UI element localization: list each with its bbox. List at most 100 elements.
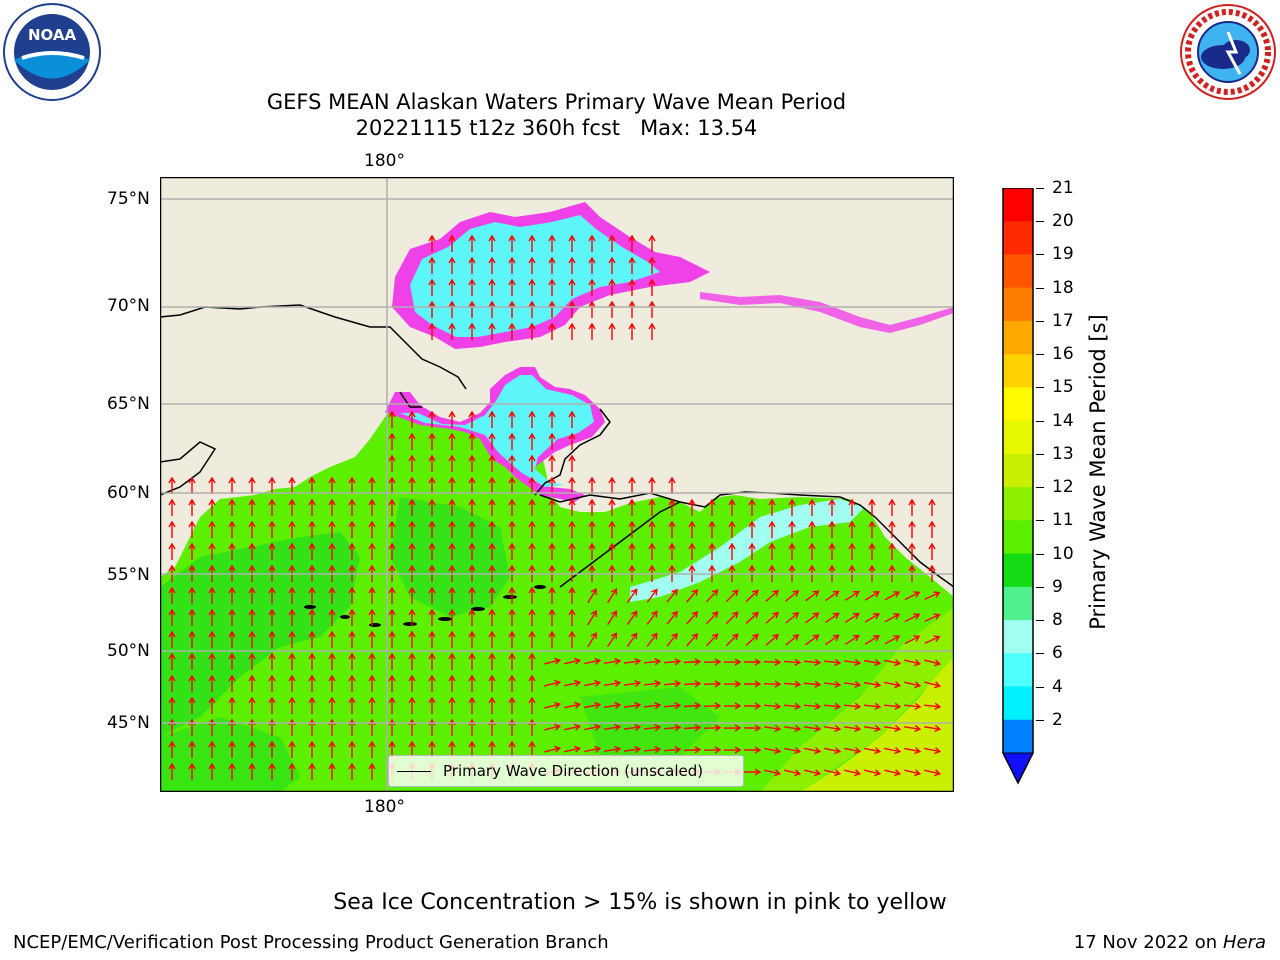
wave-direction-arrow [844,590,860,601]
wave-direction-arrow [608,520,616,538]
wave-direction-arrow [468,454,476,472]
lat-label-45: 45°N [107,713,150,733]
wave-direction-arrow [765,633,780,646]
wave-direction-arrow [663,724,682,732]
wave-direction-arrow [588,234,596,252]
wave-direction-arrow [864,635,881,645]
wave-direction-arrow [208,630,216,648]
wave-direction-arrow [468,630,476,648]
wave-direction-arrow [706,589,719,603]
wave-direction-arrow [268,586,276,604]
lat-label-50: 50°N [107,641,150,661]
wave-direction-arrow [544,679,562,687]
wave-direction-arrow [308,498,316,516]
wave-direction-arrow [864,591,881,601]
wave-direction-arrow [608,234,616,252]
wave-direction-arrow [608,542,616,560]
wave-direction-arrow [884,747,902,755]
wave-direction-arrow [808,520,816,538]
wave-direction-arrow [248,476,256,494]
wave-direction-arrow [805,590,820,602]
wave-direction-arrow [768,542,776,560]
wave-direction-arrow [528,410,536,428]
wave-direction-arrow [308,740,316,758]
wave-direction-arrow [488,696,496,714]
colorbar-segment [1003,520,1033,555]
wave-direction-arrow [924,635,941,644]
wave-direction-arrow [468,278,476,296]
wave-direction-arrow [868,498,876,516]
wave-direction-arrow [488,608,496,626]
wave-direction-arrow [328,652,336,670]
ocean-dark-patch-3 [160,717,300,792]
wave-direction-arrow [648,542,656,560]
sea-ice-core [400,375,594,487]
wave-direction-arrow [668,520,676,538]
wave-direction-arrow [568,300,576,318]
wave-direction-arrow [828,520,836,538]
wave-direction-arrow [584,723,602,731]
wave-direction-arrow [308,630,316,648]
wave-direction-arrow [448,696,456,714]
wave-direction-arrow [188,696,196,714]
wave-direction-arrow [368,608,376,626]
map-title-line1: GEFS MEAN Alaskan Waters Primary Wave Me… [266,90,847,114]
wave-direction-arrow [448,256,456,274]
wave-direction-arrow [884,591,901,601]
wave-direction-arrow [784,769,802,777]
wave-direction-arrow [408,520,416,538]
wave-direction-arrow [288,696,296,714]
wave-direction-arrow [288,520,296,538]
coastline [160,304,954,588]
wave-direction-arrow [388,652,396,670]
wave-direction-arrow [508,652,516,670]
wave-direction-arrow [568,608,576,626]
wave-direction-arrow [803,658,822,666]
wave-direction-arrow [568,322,576,340]
colorbar-segment [1003,686,1033,721]
wave-direction-arrow [488,300,496,318]
wave-direction-arrow [924,613,941,622]
wave-direction-arrow [528,278,536,296]
wave-direction-arrow [248,652,256,670]
wave-direction-arrow [688,520,696,538]
wave-direction-arrow [603,657,622,665]
wave-direction-arrow [643,658,662,666]
wave-direction-arrow [808,498,816,516]
wave-direction-arrow [388,498,396,516]
wave-direction-arrow [268,630,276,648]
wave-direction-arrow [626,632,638,647]
colorbar-segment [1003,553,1033,588]
wave-direction-arrow [528,630,536,648]
wave-direction-arrow [544,723,562,731]
wave-direction-arrow [924,769,942,777]
wave-direction-arrow [228,498,236,516]
colorbar-tick-label: 4 [1052,676,1063,697]
wave-direction-arrow [188,476,196,494]
wave-direction-arrow [703,746,722,754]
wave-direction-arrow [248,762,256,780]
colorbar-tick-label: 10 [1052,543,1074,564]
wave-direction-arrow [588,476,596,494]
colorbar-tick-mark [1036,719,1044,721]
wave-direction-arrow [528,674,536,692]
wave-direction-arrow [308,652,316,670]
wave-direction-arrow [548,410,556,428]
wave-direction-arrow [785,590,800,602]
wave-direction-arrow [168,696,176,714]
colorbar-tick-mark [1036,586,1044,588]
wave-direction-arrow [188,498,196,516]
wave-direction-arrow [603,701,622,709]
lat-label-65: 65°N [107,394,150,414]
wave-direction-arrow [783,702,802,710]
wave-direction-arrow [208,498,216,516]
wave-direction-arrow [803,680,822,688]
wave-direction-arrow [728,520,736,538]
colorbar-outline [1002,187,1034,785]
wave-direction-arrow [548,278,556,296]
wave-direction-arrow [448,410,456,428]
wave-direction-arrow [228,652,236,670]
wave-direction-arrow [603,723,622,731]
colorbar-extend-triangle [1002,752,1034,785]
wave-direction-arrow [368,740,376,758]
